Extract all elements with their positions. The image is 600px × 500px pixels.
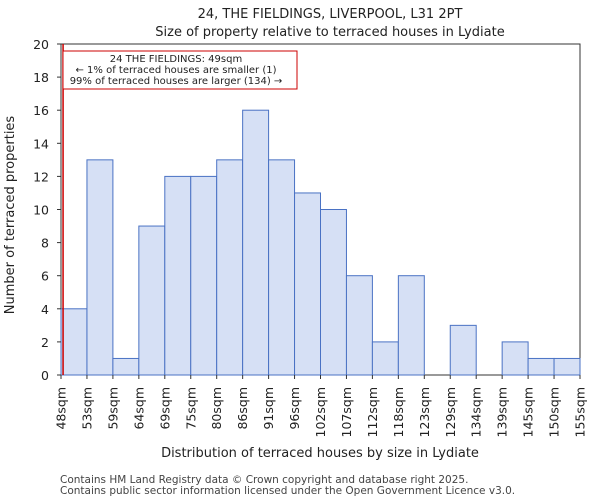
footer-line-2: Contains public sector information licen… xyxy=(60,485,516,497)
bar-107sqm xyxy=(345,275,373,376)
x-tick-label: 123sqm xyxy=(417,387,432,437)
x-tick-label: 134sqm xyxy=(469,387,484,437)
y-tick-label: 16 xyxy=(33,103,49,118)
bar-150sqm xyxy=(553,357,581,376)
bar-48sqm xyxy=(60,308,88,376)
x-tick-label: 53sqm xyxy=(79,387,94,430)
x-tick-label: 91sqm xyxy=(261,387,276,430)
bar-129sqm xyxy=(449,324,477,376)
bar-96sqm xyxy=(294,192,321,376)
x-tick-label: 150sqm xyxy=(547,387,562,437)
bar-series xyxy=(60,109,581,376)
annotation-box: 24 THE FIELDINGS: 49sqm ← 1% of terraced… xyxy=(62,50,298,90)
y-tick-label: 8 xyxy=(41,236,49,251)
y-tick-label: 18 xyxy=(33,70,49,85)
y-tick-label: 6 xyxy=(41,269,49,284)
annotation-line-1: 24 THE FIELDINGS: 49sqm xyxy=(110,54,242,65)
x-tick-label: 64sqm xyxy=(131,387,146,430)
chart-title: 24, THE FIELDINGS, LIVERPOOL, L31 2PT xyxy=(198,7,463,22)
x-tick-label: 86sqm xyxy=(235,387,250,430)
bar-139sqm xyxy=(501,341,529,376)
bar-145sqm xyxy=(527,357,555,376)
x-tick-label: 139sqm xyxy=(495,387,510,437)
bar-102sqm xyxy=(320,209,347,376)
y-tick-label: 10 xyxy=(33,203,49,218)
y-tick-label: 2 xyxy=(41,335,49,350)
bar-91sqm xyxy=(268,159,296,376)
x-tick-label: 118sqm xyxy=(391,387,406,437)
x-tick-label: 69sqm xyxy=(157,387,172,430)
bar-118sqm xyxy=(397,275,425,376)
annotation-line-3: 99% of terraced houses are larger (134) … xyxy=(70,76,283,87)
bar-86sqm xyxy=(242,109,270,376)
y-tick-label: 12 xyxy=(33,169,49,184)
x-axis-ticks: 48sqm 53sqm 59sqm 64sqm 69sqm 75sqm 80sqm 86sqm… xyxy=(54,375,588,437)
footer-line-1: Contains HM Land Registry data © Crown c… xyxy=(60,474,469,486)
x-tick-label: 145sqm xyxy=(521,387,536,437)
x-tick-label: 48sqm xyxy=(54,387,69,430)
x-tick-label: 59sqm xyxy=(105,387,120,430)
x-axis-label: Distribution of terraced houses by size … xyxy=(161,446,479,461)
x-tick-label: 75sqm xyxy=(183,387,198,430)
y-tick-label: 0 xyxy=(41,368,49,383)
y-tick-label: 20 xyxy=(33,37,49,52)
chart-subtitle: Size of property relative to terraced ho… xyxy=(155,25,504,40)
x-tick-label: 96sqm xyxy=(287,387,302,430)
x-tick-label: 107sqm xyxy=(339,387,354,437)
bar-64sqm xyxy=(138,225,166,376)
y-axis-label: Number of terraced properties xyxy=(3,116,18,315)
bar-59sqm xyxy=(112,357,140,376)
y-tick-label: 4 xyxy=(41,302,49,317)
x-tick-label: 102sqm xyxy=(313,387,328,437)
bar-69sqm xyxy=(164,175,192,376)
y-axis-ticks: 0 2 4 6 8 10 12 14 16 18 20 xyxy=(33,37,61,383)
x-tick-label: 80sqm xyxy=(209,387,224,430)
x-tick-label: 112sqm xyxy=(365,387,380,437)
annotation-border xyxy=(62,50,298,90)
y-tick-label: 14 xyxy=(33,136,49,151)
bar-80sqm xyxy=(216,159,244,376)
bar-75sqm xyxy=(190,175,218,376)
bar-53sqm xyxy=(86,159,114,376)
x-tick-label: 155sqm xyxy=(573,387,588,437)
bar-112sqm xyxy=(371,341,399,376)
x-tick-label: 129sqm xyxy=(443,387,458,437)
annotation-line-2: ← 1% of terraced houses are smaller (1) xyxy=(76,65,277,76)
